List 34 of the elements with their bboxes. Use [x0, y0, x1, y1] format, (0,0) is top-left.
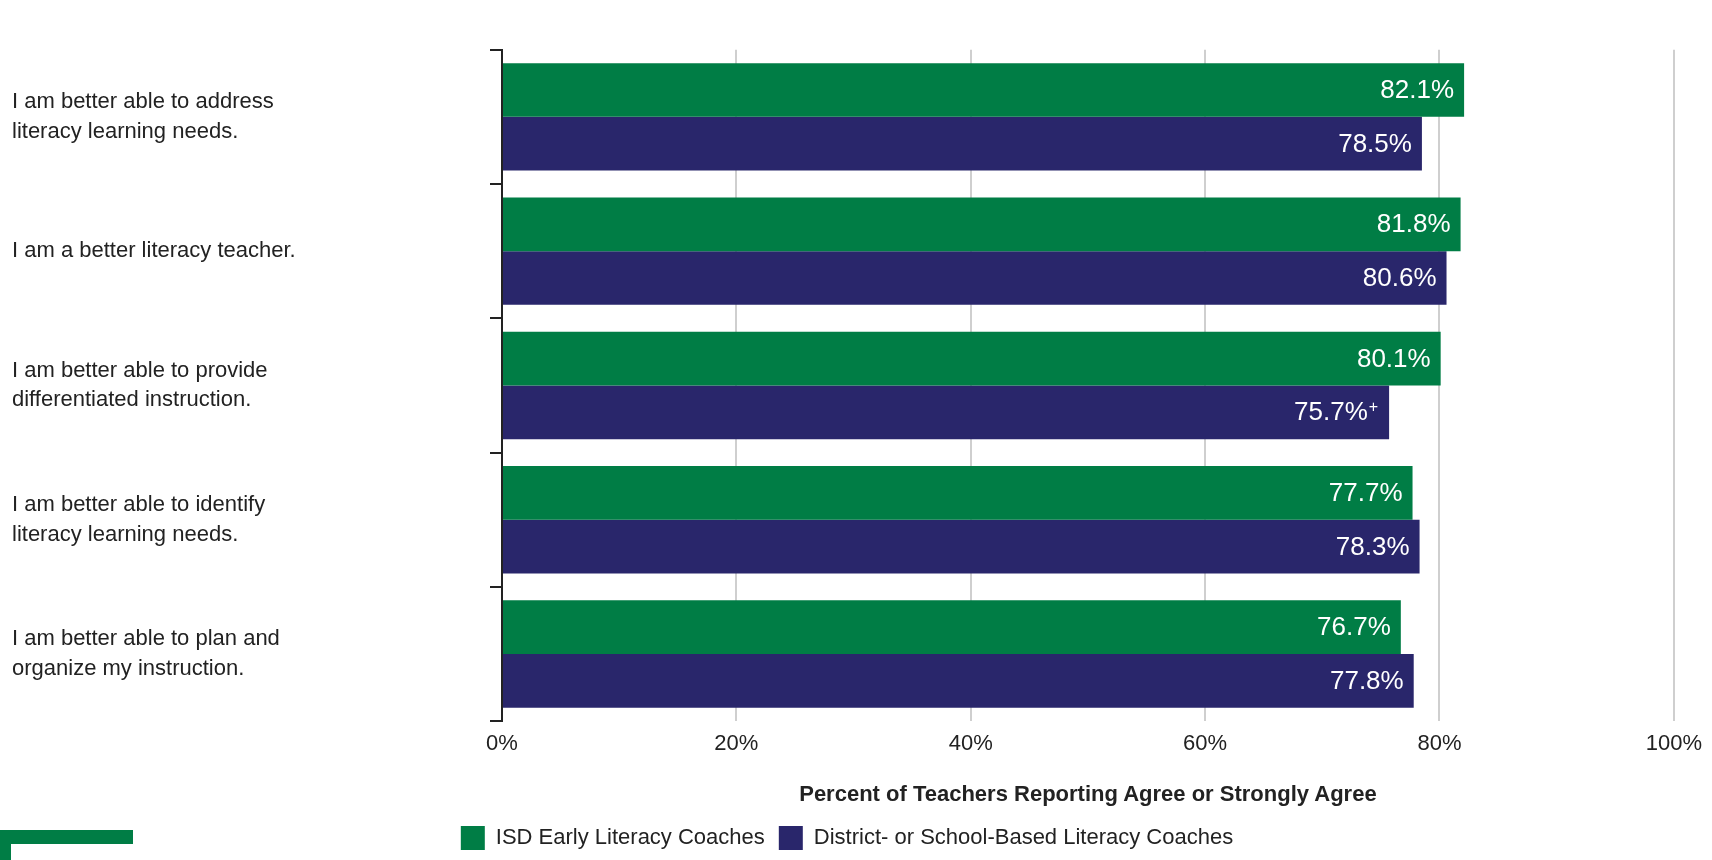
- y-tick-label: I am a better literacy teacher.: [12, 237, 296, 263]
- x-tick-label: 20%: [714, 730, 759, 756]
- data-label: 81.8%: [1376, 208, 1451, 239]
- bar: [503, 331, 1441, 386]
- x-tick-label: 80%: [1417, 730, 1462, 756]
- data-label: 82.1%: [1380, 74, 1455, 105]
- y-tick-label: I am better able to provide differentiated instruction.: [12, 356, 268, 412]
- data-label: 80.6%: [1362, 262, 1437, 293]
- bar: [503, 116, 1422, 171]
- y-tick-label: I am better able to address literacy learning needs.: [12, 88, 274, 143]
- legend-label: District- or School-Based Literacy Coaches: [813, 824, 1234, 850]
- data-label: 77.8%: [1329, 665, 1404, 696]
- data-label: 78.5%: [1338, 127, 1412, 158]
- bar: [503, 654, 1414, 708]
- bar: [503, 385, 1390, 440]
- data-label: 77.7%: [1328, 477, 1403, 508]
- bar: [503, 251, 1447, 305]
- x-axis-title: Percent of Teachers Reporting Agree or Strongly Agree: [799, 780, 1377, 806]
- data-label: 75.7%+: [1294, 396, 1379, 427]
- bar: [503, 600, 1401, 655]
- x-tick-label: 100%: [1645, 730, 1703, 756]
- bar: [503, 519, 1420, 574]
- x-tick-label: 0%: [486, 730, 518, 756]
- y-tick-label: I am better able to identify literacy learning needs.: [12, 490, 266, 546]
- x-tick-label: 40%: [948, 730, 993, 756]
- x-tick-label: 60%: [1183, 730, 1228, 756]
- legend-label: ISD Early Literacy Coaches: [495, 824, 765, 850]
- data-label: 80.1%: [1356, 342, 1431, 373]
- bar: [503, 63, 1465, 117]
- data-label: 76.7%: [1317, 611, 1391, 642]
- data-label: 78.3%: [1335, 530, 1410, 561]
- y-tick-label: I am better able to plan and organize my instruction.: [12, 625, 280, 680]
- bar: [503, 197, 1461, 252]
- bar: [503, 466, 1413, 520]
